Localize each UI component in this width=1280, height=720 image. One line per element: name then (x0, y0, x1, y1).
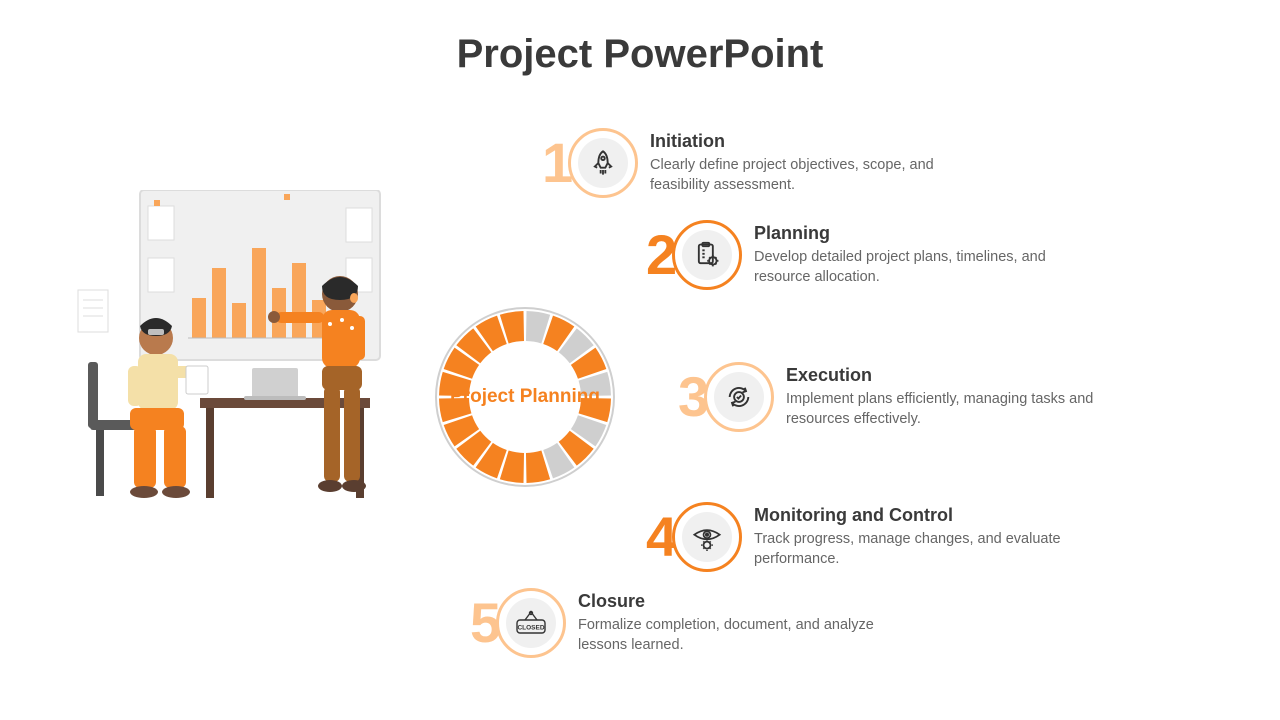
eye-gear-icon (682, 512, 732, 562)
step-4: 4 Monitoring and Control Track progress,… (662, 498, 1094, 576)
step-2-badge: 2 (662, 216, 740, 294)
step-1: 1 Initiation Clearly define project obje… (558, 124, 990, 202)
rocket-icon (578, 138, 628, 188)
step-4-circle (672, 502, 742, 572)
step-5-desc: Formalize completion, document, and anal… (578, 616, 918, 655)
step-1-circle (568, 128, 638, 198)
step-5: 5 CLOSED Closure Formalize completion, d… (486, 584, 918, 662)
step-3: 3 Execution Implement plans efficiently,… (694, 358, 1126, 436)
step-1-title: Initiation (650, 131, 990, 152)
step-4-badge: 4 (662, 498, 740, 576)
clipboard-gear-icon (682, 230, 732, 280)
cycle-check-icon (714, 372, 764, 422)
planning-illustration (70, 190, 420, 530)
step-4-title: Monitoring and Control (754, 505, 1094, 526)
center-label: Project Planning (430, 302, 620, 492)
step-3-badge: 3 (694, 358, 772, 436)
step-3-desc: Implement plans efficiently, managing ta… (786, 390, 1126, 429)
step-5-circle: CLOSED (496, 588, 566, 658)
svg-text:CLOSED: CLOSED (517, 625, 544, 632)
step-2: 2 Planning Develop detailed project plan… (662, 216, 1094, 294)
step-2-title: Planning (754, 223, 1094, 244)
step-2-desc: Develop detailed project plans, timeline… (754, 248, 1094, 287)
step-5-title: Closure (578, 591, 918, 612)
center-label-text: Project Planning (450, 386, 600, 409)
step-1-badge: 1 (558, 124, 636, 202)
step-2-circle (672, 220, 742, 290)
step-3-title: Execution (786, 365, 1126, 386)
closed-sign-icon: CLOSED (506, 598, 556, 648)
step-1-desc: Clearly define project objectives, scope… (650, 156, 990, 195)
step-3-circle (704, 362, 774, 432)
step-5-badge: 5 CLOSED (486, 584, 564, 662)
slide-title: Project PowerPoint (0, 32, 1280, 77)
step-4-desc: Track progress, manage changes, and eval… (754, 530, 1094, 569)
